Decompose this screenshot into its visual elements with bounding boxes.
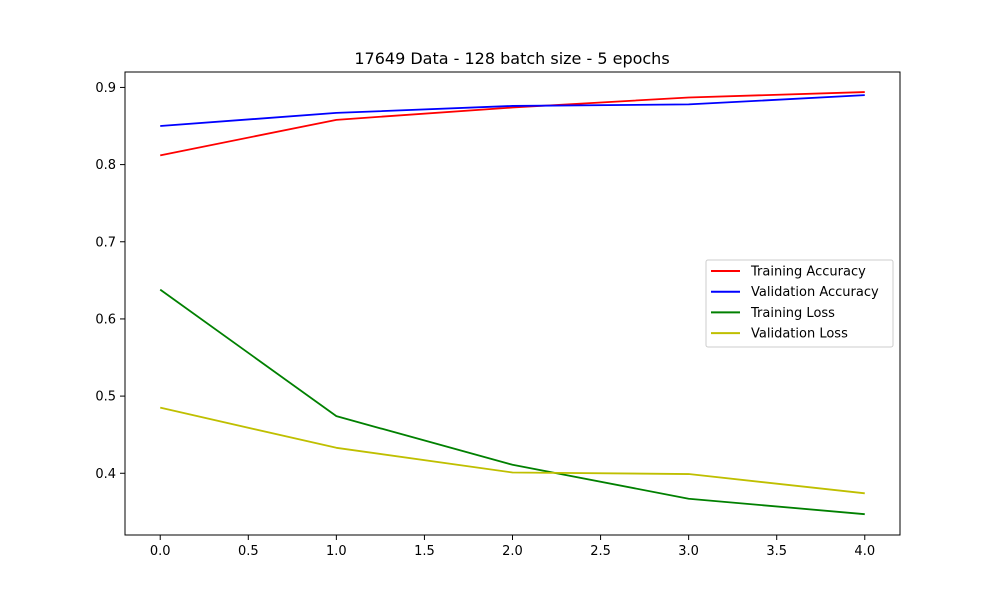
x-tick-label: 4.0	[854, 544, 875, 559]
legend-label-validation-loss: Validation Loss	[751, 327, 848, 342]
series-line-validation-loss	[160, 406, 865, 495]
y-tick-label: 0.8	[95, 158, 116, 173]
legend-box	[705, 259, 894, 348]
x-tick-label: 3.5	[766, 544, 787, 559]
y-tick-label: 0.7	[95, 235, 116, 250]
chart-title: 17649 Data - 128 batch size - 5 epochs	[354, 49, 669, 68]
x-tick-label: 0.5	[238, 544, 259, 559]
series-layer	[159, 91, 865, 516]
y-tick-label: 0.6	[95, 312, 116, 327]
series-line-training-accuracy	[160, 91, 865, 157]
x-tick-label: 3.0	[678, 544, 699, 559]
legend: Training Accuracy Validation Accuracy Trai…	[705, 259, 894, 348]
x-tick-label: 1.5	[414, 544, 435, 559]
x-tick-label: 0.0	[150, 544, 171, 559]
y-tick-label: 0.4	[95, 467, 116, 482]
x-axis: 0.0 0.5 1.0 1.5 2.0 2.5 3.0 3.5 4.0	[150, 535, 875, 559]
legend-label-training-accuracy: Training Accuracy	[750, 265, 866, 280]
x-tick-label: 2.0	[502, 544, 523, 559]
legend-label-training-loss: Training Loss	[750, 306, 835, 321]
x-tick-label: 2.5	[590, 544, 611, 559]
legend-label-validation-accuracy: Validation Accuracy	[751, 285, 879, 300]
y-tick-label: 0.5	[95, 390, 116, 405]
y-axis: 0.4 0.5 0.6 0.7 0.8 0.9	[95, 81, 125, 482]
x-tick-label: 1.0	[326, 544, 347, 559]
series-line-training-loss	[159, 288, 865, 516]
y-tick-label: 0.9	[95, 81, 116, 96]
series-line-validation-accuracy	[160, 94, 865, 127]
